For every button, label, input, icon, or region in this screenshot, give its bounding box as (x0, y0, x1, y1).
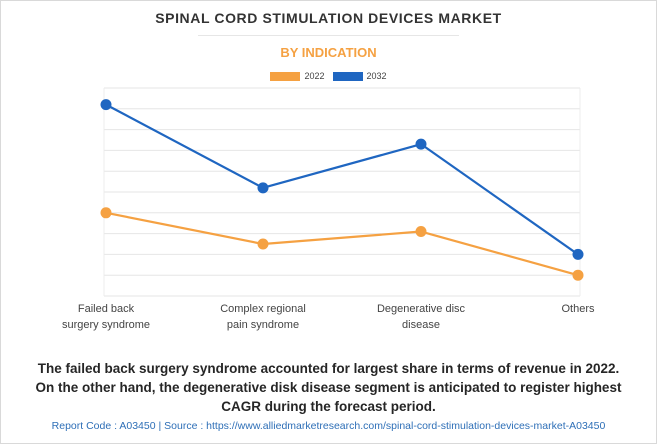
data-point-2022 (257, 238, 269, 250)
chart-subtitle: BY INDICATION (280, 45, 377, 60)
data-point-2022 (415, 226, 427, 238)
x-tick-label-line: Others (561, 303, 595, 315)
x-tick-label-line: Degenerative disc (377, 303, 466, 315)
x-tick-label-line: Failed back (78, 303, 135, 315)
x-tick-label: Complex regional pain syndrome (220, 303, 306, 331)
x-tick-label-line: Complex regional (220, 303, 306, 315)
legend-swatch-2022 (270, 71, 301, 81)
x-tick-label-line: pain syndrome (227, 319, 299, 331)
caption-line: The failed back surgery syndrome account… (37, 361, 620, 376)
chart-caption: The failed back surgery syndrome account… (0, 359, 657, 416)
caption-line: On the other hand, the degenerative disk… (35, 380, 622, 395)
series-line-2032 (105, 103, 579, 256)
data-point-2032 (572, 248, 584, 260)
legend-item-2022: 2022 (270, 71, 325, 81)
data-point-2032 (415, 138, 427, 150)
source-footer: Report Code : A03450 | Source : https://… (51, 420, 606, 432)
legend-label-2032: 2032 (366, 71, 387, 81)
legend-label-2022: 2022 (304, 71, 325, 81)
chart-title: SPINAL CORD STIMULATION DEVICES MARKET (155, 10, 502, 26)
x-tick-label-line: disease (402, 319, 440, 331)
legend-item-2032: 2032 (332, 71, 387, 81)
caption-line: CAGR during the forecast period. (221, 399, 436, 414)
legend: 2022 2032 (0, 71, 657, 81)
data-point-2022 (572, 269, 584, 281)
legend-swatch-2032 (332, 71, 363, 81)
x-tick-label: Failed back surgery syndrome (62, 303, 150, 331)
series-line-2022 (105, 211, 579, 277)
data-point-2022 (100, 207, 112, 219)
data-point-2032 (257, 182, 269, 194)
title-divider (198, 35, 459, 36)
x-tick-label-line: surgery syndrome (62, 319, 150, 331)
x-tick-label: Others (561, 303, 595, 315)
data-point-2032 (100, 99, 112, 111)
x-tick-label: Degenerative disc disease (377, 303, 466, 331)
